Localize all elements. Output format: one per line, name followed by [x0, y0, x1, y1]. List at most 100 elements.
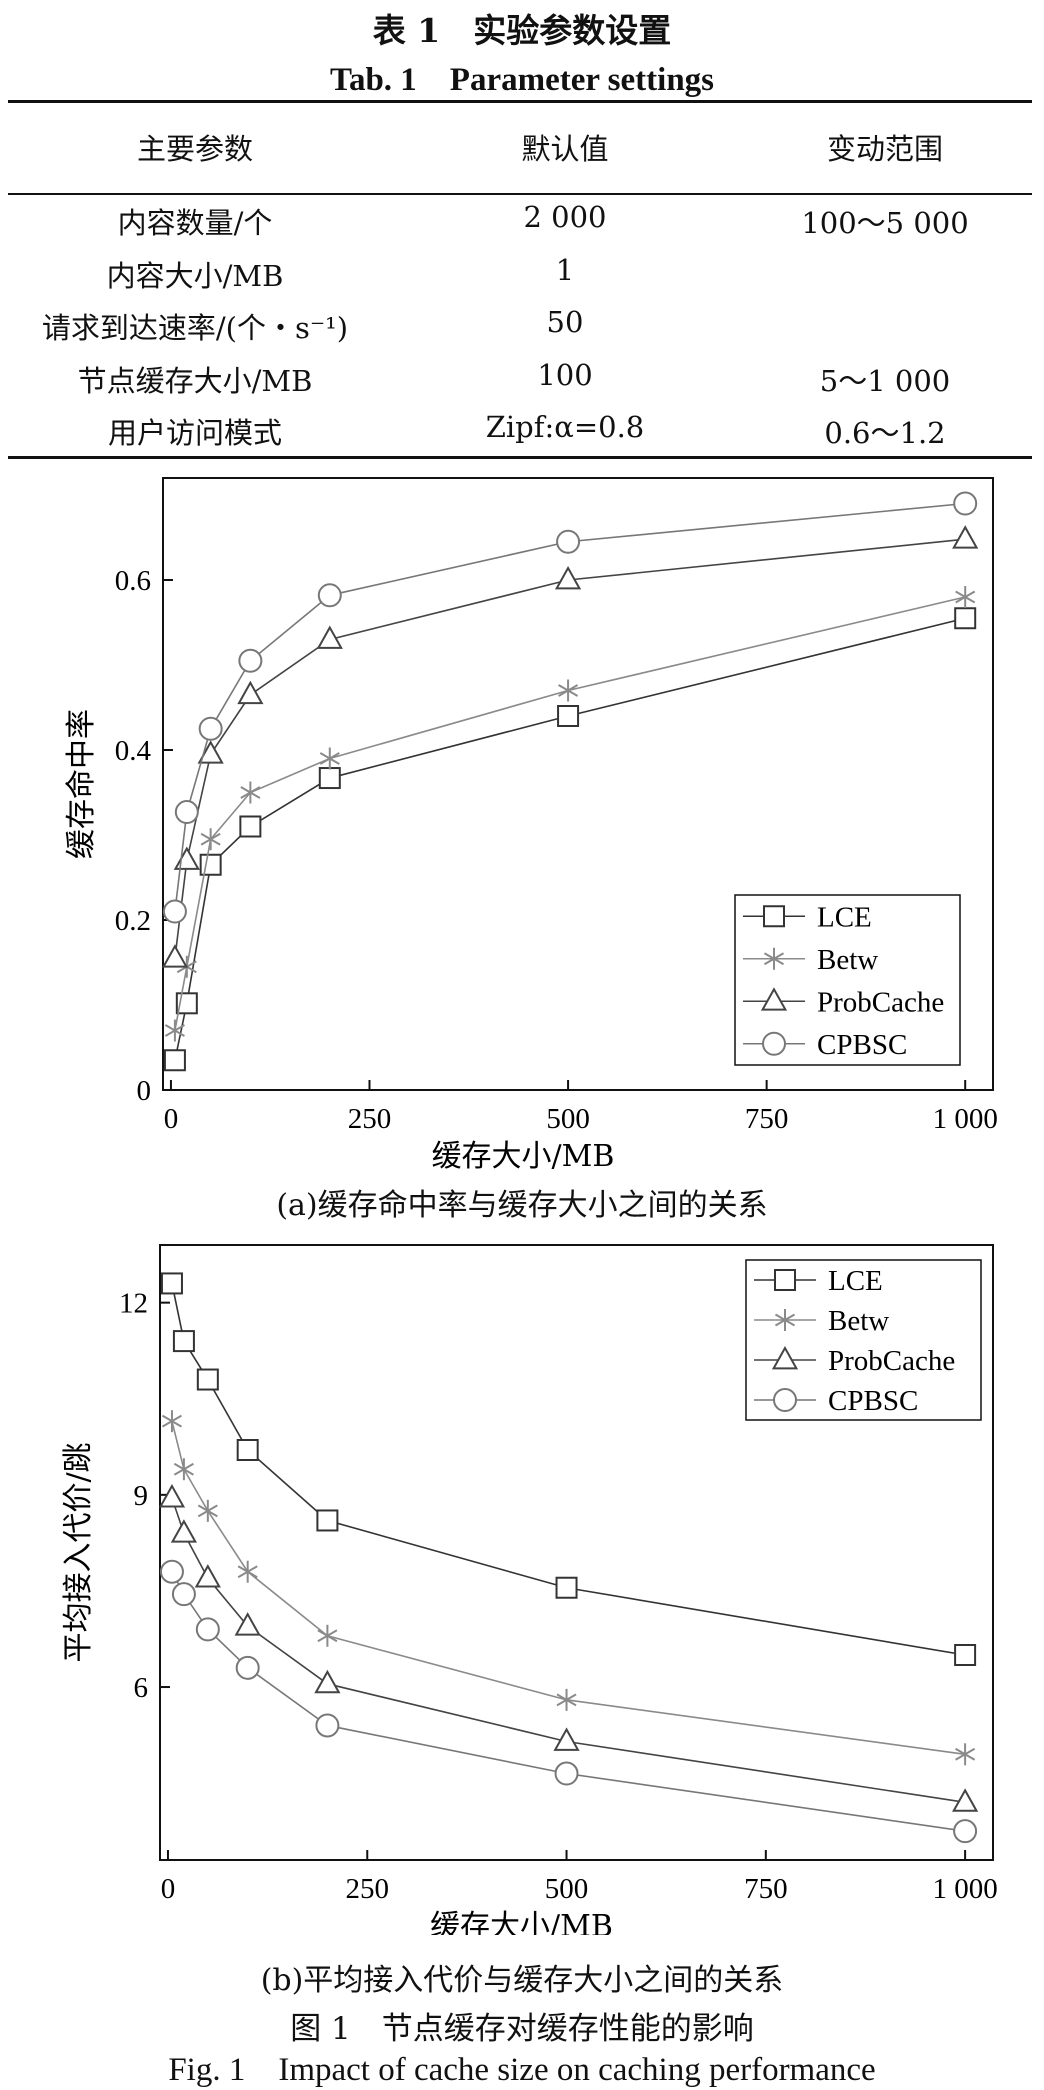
series-probcache: [158, 1483, 979, 1812]
circle-marker: [317, 583, 342, 608]
triangle-marker: [158, 1483, 186, 1508]
square-marker: [172, 1330, 195, 1353]
circle-marker: [174, 800, 199, 825]
circle-marker: [953, 1819, 978, 1844]
square-marker: [196, 1368, 219, 1391]
triangle-marker: [197, 740, 224, 764]
square-marker: [774, 1269, 796, 1291]
square-marker: [316, 1509, 339, 1532]
x-tick-label: 0: [161, 1873, 176, 1905]
x-tick-label: 1 000: [933, 1103, 998, 1135]
table-cell: 1: [555, 253, 575, 287]
legend-label: ProbCache: [828, 1345, 955, 1377]
subcaption-b: (b)平均接入代价与缓存大小之间的关系: [260, 1963, 784, 1998]
table-cell: 5～1 000: [819, 364, 951, 398]
triangle-marker: [237, 680, 264, 705]
triangle-marker: [170, 1519, 198, 1543]
series-lce: [160, 1272, 977, 1666]
asterisk-marker: [200, 828, 221, 851]
figure-caption-cn: 图 1 节点缓存对缓存性能的影响: [290, 2011, 754, 2047]
table-caption-en: Tab. 1 Parameter settings: [329, 62, 715, 98]
asterisk-marker: [173, 1458, 194, 1481]
table-cell: 100～5 000: [801, 206, 969, 240]
table-cell: 用户访问模式: [107, 416, 282, 450]
triangle-marker: [316, 625, 343, 649]
y-tick-label: 12: [119, 1288, 148, 1320]
circle-marker: [315, 1713, 340, 1738]
triangle-marker: [760, 987, 788, 1011]
figure-caption-en: Fig. 1 Impact of cache size on caching p…: [168, 2052, 876, 2088]
x-tick-label: 750: [744, 1873, 788, 1905]
triangle-marker: [194, 1564, 221, 1588]
circle-marker: [556, 529, 581, 554]
x-tick-label: 250: [346, 1873, 390, 1905]
asterisk-marker: [763, 947, 785, 970]
legend-label: ProbCache: [817, 986, 944, 1018]
table-cell: 2 000: [523, 200, 607, 234]
square-marker: [555, 1576, 578, 1599]
table-top-rule: [8, 100, 1032, 103]
x-tick-label: 500: [545, 1873, 589, 1905]
table-cell: Zipf:α=0.8: [485, 410, 645, 444]
legend-label: LCE: [828, 1265, 883, 1297]
x-tick-label: 0: [164, 1103, 179, 1135]
triangle-marker: [951, 1788, 979, 1812]
subcaption-a: (a)缓存命中率与缓存大小之间的关系: [276, 1188, 768, 1223]
y-tick-label: 0.6: [115, 565, 151, 597]
y-tick-label: 0.2: [115, 905, 151, 937]
circle-marker: [762, 1031, 786, 1056]
asterisk-marker: [237, 1560, 258, 1583]
series-line: [171, 1497, 966, 1804]
table-cell: 100: [537, 358, 593, 392]
square-marker: [557, 705, 580, 727]
table-cell: 内容数量/个: [117, 206, 273, 240]
asterisk-marker: [197, 1499, 218, 1522]
chart-hit-rate: 0 250 500 750 1 000 0 0.2 0.4 0.6 缓存大小/MB 缓存命中率 LCE…: [64, 477, 998, 1174]
square-marker: [160, 1272, 183, 1295]
circle-marker: [773, 1388, 797, 1412]
x-tick-label: 1 000: [932, 1873, 997, 1905]
triangle-marker: [161, 944, 189, 968]
legend-label: Betw: [817, 944, 878, 976]
square-marker: [236, 1439, 259, 1461]
circle-marker: [953, 491, 978, 516]
x-axis-label: 缓存大小/MB: [432, 1139, 615, 1174]
asterisk-marker: [556, 1688, 577, 1711]
circle-marker: [159, 1559, 184, 1584]
legend-label: Betw: [828, 1305, 889, 1337]
y-axis-label: 平均接入代价/跳: [61, 1442, 96, 1662]
legend-label: CPBSC: [817, 1029, 907, 1061]
square-marker: [954, 1644, 977, 1666]
plot-frame: [159, 1244, 994, 1861]
asterisk-marker: [774, 1309, 796, 1331]
asterisk-marker: [317, 1624, 338, 1647]
legend-label: LCE: [817, 901, 872, 933]
square-marker: [175, 992, 198, 1015]
asterisk-marker: [164, 1019, 185, 1042]
triangle-marker: [314, 1669, 341, 1694]
triangle-marker: [553, 1727, 580, 1751]
triangle-marker: [554, 565, 582, 590]
square-marker: [763, 905, 785, 928]
series-betw: [164, 586, 976, 1042]
asterisk-marker: [240, 781, 261, 804]
plot-frame: [162, 477, 994, 1091]
asterisk-marker: [161, 1410, 182, 1433]
x-axis-label: 缓存大小/MB: [430, 1909, 613, 1935]
asterisk-marker: [319, 747, 340, 770]
x-tick-label: 750: [745, 1103, 789, 1135]
series-cpbsc: [162, 491, 978, 924]
square-marker: [239, 815, 262, 838]
table-cell: 请求到达速率/(个・s⁻¹): [41, 311, 349, 345]
table-cell: 节点缓存大小/MB: [77, 364, 313, 398]
chart-access-cost: 0 250 500 750 1 000 6 9 12 缓存大小/MB 平均接入代价/跳 LCE Bet…: [61, 1244, 998, 1935]
table-header-default: 默认值: [521, 132, 609, 166]
asterisk-marker: [558, 679, 579, 702]
table-cell: 内容大小/MB: [106, 259, 284, 293]
y-tick-label: 6: [134, 1672, 149, 1704]
circle-marker: [171, 1582, 196, 1607]
y-tick-label: 0: [137, 1075, 152, 1107]
circle-marker: [195, 1617, 220, 1642]
series-lce: [163, 607, 977, 1072]
circle-marker: [235, 1655, 260, 1680]
